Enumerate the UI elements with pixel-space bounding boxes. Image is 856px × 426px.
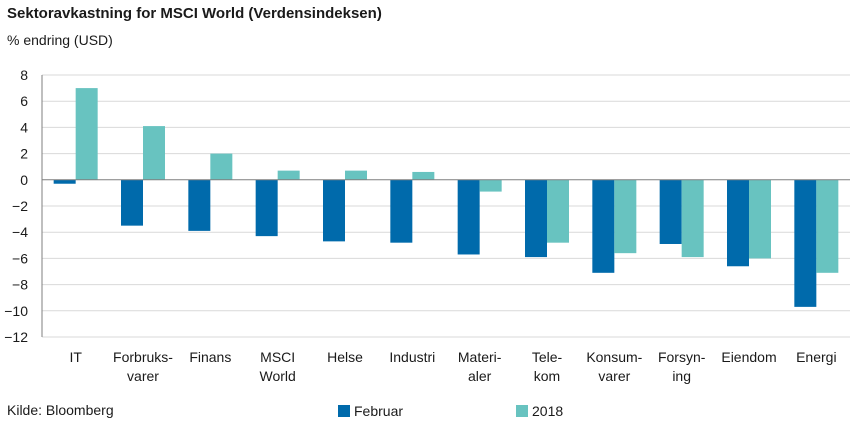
y-tick-label: 4 xyxy=(20,119,28,135)
bar-februar xyxy=(390,179,413,243)
x-category-label: Finans xyxy=(189,349,231,365)
x-category-label: World xyxy=(260,368,296,384)
legend-label-februar: Februar xyxy=(354,403,404,419)
bar-februar xyxy=(457,179,480,255)
x-category-label: Forsyn- xyxy=(658,349,706,365)
bar-2018 xyxy=(277,170,300,180)
bar-2018 xyxy=(614,179,637,254)
bar-2018 xyxy=(412,171,435,180)
y-tick-label: 2 xyxy=(20,146,28,162)
x-category-label: Konsum- xyxy=(586,349,642,365)
bar-februar xyxy=(188,179,211,231)
x-category-label: Eiendom xyxy=(721,349,776,365)
bar-2018 xyxy=(816,179,839,273)
chart-title: Sektoravkastning for MSCI World (Verdens… xyxy=(7,5,382,22)
x-category-label: Materi- xyxy=(458,349,502,365)
x-category-label: Helse xyxy=(327,349,363,365)
legend-item-februar: Februar xyxy=(338,403,403,419)
bar-februar xyxy=(727,179,749,267)
x-category-label: ing xyxy=(672,368,691,384)
bar-2018 xyxy=(143,126,165,180)
x-category-label: Tele- xyxy=(532,349,563,365)
x-category-label: Energi xyxy=(796,349,836,365)
legend-label-2018: 2018 xyxy=(532,403,564,419)
y-tick-label: −2 xyxy=(12,198,28,214)
legend-swatch-2018 xyxy=(516,405,528,417)
x-category-label: varer xyxy=(598,368,630,384)
x-category-label: aler xyxy=(468,368,492,384)
y-tick-label: −4 xyxy=(12,224,28,240)
bar-2018 xyxy=(681,179,704,258)
chart-area: 8 6 4 2 0 −2 −4 −6 −8 −10 −12 IT Forbruks-varer Finan… xyxy=(4,67,850,384)
bar-2018 xyxy=(75,88,98,180)
chart-subtitle: % endring (USD) xyxy=(7,32,113,48)
y-tick-label: −6 xyxy=(12,250,28,266)
bar-februar xyxy=(525,179,547,258)
bar-2018 xyxy=(345,170,367,180)
bar-februar xyxy=(255,179,278,237)
bar-2018 xyxy=(547,179,569,243)
legend-swatch-februar xyxy=(338,405,350,417)
bar-2018 xyxy=(210,153,233,180)
bar-februar xyxy=(592,179,615,273)
y-tick-label: 6 xyxy=(20,93,28,109)
source-note: Kilde: Bloomberg xyxy=(7,402,114,418)
x-category-label: IT xyxy=(69,349,82,365)
y-tick-label: −8 xyxy=(12,277,28,293)
bar-februar xyxy=(323,179,345,242)
y-tick-label: −12 xyxy=(4,329,28,345)
bar-2018 xyxy=(749,179,771,259)
x-category-label: kom xyxy=(534,368,560,384)
x-category-label: Industri xyxy=(389,349,435,365)
x-category-label: Forbruks- xyxy=(113,349,173,365)
bar-februar xyxy=(53,179,76,184)
x-category-label: varer xyxy=(127,368,159,384)
y-tick-label: 0 xyxy=(20,172,28,188)
bar-februar xyxy=(794,179,817,307)
y-tick-label: 8 xyxy=(20,67,28,83)
y-tick-label: −10 xyxy=(4,303,28,319)
bar-februar xyxy=(659,179,682,244)
legend-item-2018: 2018 xyxy=(516,403,563,419)
bar-2018 xyxy=(479,179,502,192)
bar-februar xyxy=(121,179,143,226)
x-category-label: MSCI xyxy=(260,349,295,365)
